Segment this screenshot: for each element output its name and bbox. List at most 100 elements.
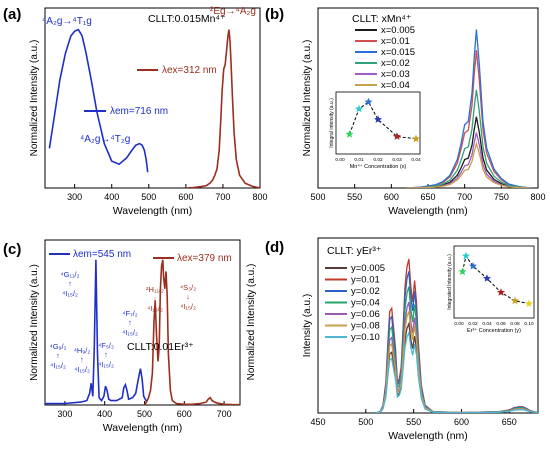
x-tick-label: 550 (406, 417, 421, 427)
panel-label: (a) (3, 6, 21, 23)
legend-entry: x=0.04 (381, 80, 410, 91)
x-tick-label: 800 (252, 192, 267, 202)
inset-point (355, 104, 363, 113)
legend-entry: λem=716 nm (110, 106, 168, 117)
series-line (375, 330, 538, 413)
legend-entry: y=0.02 (351, 286, 380, 297)
plot-frame (44, 7, 261, 189)
inset-point (364, 97, 373, 106)
inset-point (511, 296, 519, 305)
transition-label: ⁴I₁₅/₂ (74, 365, 90, 374)
x-tick-label: 500 (310, 192, 325, 202)
x-axis-label: Wavelength (nm) (388, 430, 468, 442)
panel-label: (b) (265, 6, 284, 23)
x-tick-label: 650 (420, 192, 435, 202)
transition-label: ⁴F₇/₂ (122, 309, 137, 318)
series-line (405, 89, 531, 188)
inset-point (469, 261, 477, 270)
transition-label: ⁴I₁₅/₂ (122, 328, 138, 337)
inset-line (349, 101, 417, 140)
transition-label: ⁴F₅/₂ (98, 341, 114, 350)
x-tick-label: 600 (177, 409, 192, 419)
x-tick-label: 500 (137, 409, 152, 419)
plot-frame (44, 239, 241, 406)
x-tick-label: 300 (57, 409, 72, 419)
inset-x-label: Er³⁺ Concentration (y) (467, 327, 521, 334)
y-axis-label: Normalized Intensity (a.u.) (302, 40, 313, 157)
legend-entry: λem=545 nm (73, 249, 131, 260)
transition-label: ⁴I₁₅/₂ (180, 302, 196, 311)
series-line (405, 116, 531, 188)
x-tick-label: 750 (494, 192, 509, 202)
panel-label: (c) (3, 241, 21, 258)
legend-entry: y=0.10 (351, 332, 380, 343)
legend-entry: y=0.005 (351, 263, 385, 274)
inset-tick-label: 0.00 (335, 157, 345, 163)
y2-axis-label: Normalized Intensity (a.u.) (246, 264, 257, 381)
transition-arrow: ↑ (104, 350, 108, 359)
legend-entry: x=0.005 (381, 25, 415, 36)
inset-point (497, 288, 505, 296)
x-tick-label: 600 (454, 417, 469, 427)
legend-entry: y=0.04 (351, 298, 380, 309)
x-tick-label: 500 (141, 192, 156, 202)
inset-tick-label: 0.10 (524, 321, 534, 327)
inset-point (393, 132, 401, 140)
transition-label: ⁴G₁₁/₂ (60, 270, 79, 279)
transition-label: ⁴G₉/₂ (49, 342, 66, 351)
transition-arrow: ↑ (80, 355, 84, 364)
inset-point (374, 115, 382, 123)
y-axis-label: Intensity (a.u.) (302, 294, 313, 357)
inset-tick-label: 0.06 (496, 321, 506, 327)
inset-point (525, 299, 533, 307)
transition-label: ⁴A₂g→⁴T₂g (80, 134, 130, 145)
y-axis-label: Normalized Intensity (a.u.) (29, 40, 40, 157)
panel-1: (a) 300 400 500 600 700 800 Wavelength (nm) Norm… (3, 6, 268, 217)
inset-point (458, 267, 467, 276)
series-line (48, 28, 149, 173)
inset-y-label: Integral intensity (a.u.) (329, 98, 335, 148)
legend-entry: y=0.01 (351, 275, 380, 286)
panel-3: (c) 300 400 500 600 700 Wavelength (nm) Normali… (3, 239, 257, 434)
inset-point (412, 134, 420, 143)
legend-entry: x=0.015 (381, 47, 415, 58)
x-tick-label: 700 (457, 192, 472, 202)
inset-tick-label: 0.02 (373, 157, 383, 163)
inset-tick-label: 0.01 (354, 157, 364, 163)
transition-arrow: ↑ (68, 279, 72, 288)
transition-arrow: ↓ (186, 292, 190, 301)
legend-entry: y=0.06 (351, 309, 380, 320)
y-axis-label: Normalized Intensity (a.u.) (29, 264, 40, 381)
series-line (375, 301, 538, 413)
inset-tick-label: 0.04 (482, 321, 492, 327)
x-axis-label: Wavelength (nm) (113, 205, 193, 217)
transition-arrow: ↓ (153, 294, 157, 303)
series-line (375, 321, 538, 413)
x-axis-label: Wavelength (nm) (388, 205, 468, 217)
panel-4: (d) 450 500 550 600 650 Wavelength (nm) Intensi… (265, 237, 539, 442)
inset-tick-label: 0.02 (468, 321, 478, 327)
series-line (405, 50, 531, 188)
x-tick-label: 600 (178, 192, 193, 202)
inset-tick-label: 0.03 (392, 157, 402, 163)
inset-tick-label: 0.04 (411, 157, 421, 163)
legend-entry: x=0.02 (381, 58, 410, 69)
legend-entry: x=0.03 (381, 69, 410, 80)
inset-point (462, 251, 470, 260)
inset-tick-label: 0.08 (510, 321, 520, 327)
transition-label: ⁴I₁₅/₂ (50, 361, 66, 370)
x-tick-label: 650 (502, 417, 517, 427)
series-line (405, 29, 531, 188)
series-line (143, 259, 240, 405)
transition-label: ²Eg→⁴A₂g (210, 6, 256, 17)
x-tick-label: 450 (310, 417, 325, 427)
plot-frame (317, 237, 539, 414)
inset-point (483, 274, 491, 282)
transition-arrow: ↑ (128, 318, 132, 327)
inset-x-label: Mn⁴⁺ Concentration (x) (350, 163, 407, 170)
transition-label: ⁴S₃/₂ (180, 283, 196, 292)
x-tick-label: 500 (358, 417, 373, 427)
annotation: CLLT:0.015Mn⁴⁺ (148, 13, 226, 25)
x-tick-label: 600 (384, 192, 399, 202)
series-line (405, 141, 531, 188)
